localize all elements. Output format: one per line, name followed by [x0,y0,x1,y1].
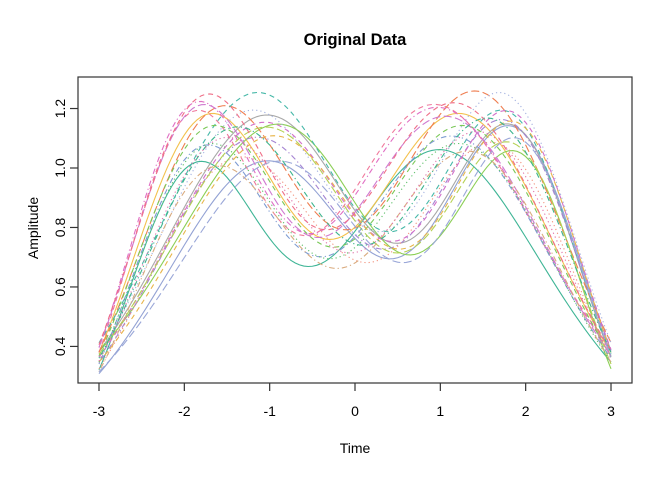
y-axis-label: Amplitude [25,197,41,259]
series-line [98,141,612,370]
series-line [98,135,612,365]
series-line [98,103,612,353]
y-tick-label: 1.2 [52,99,68,119]
x-tick-label: -3 [93,403,106,419]
x-tick-label: -2 [178,403,191,419]
series-line [98,150,612,372]
series-line [98,137,612,373]
y-tick-label: 0.4 [52,336,68,356]
series-line [98,114,612,358]
x-tick-label: 0 [351,403,359,419]
series-line [98,123,612,370]
series-line [98,103,612,356]
series-line [98,120,612,363]
series-curves [98,90,612,375]
y-tick-label: 1.0 [52,158,68,178]
series-line [98,130,612,362]
series-line [98,110,612,358]
series-line [98,126,612,365]
series-line [98,90,612,353]
x-tick-label: 1 [436,403,444,419]
plot-box [77,76,633,384]
x-tick-label: 3 [607,403,615,419]
series-line [98,119,612,364]
x-tick-label: 2 [522,403,530,419]
y-tick-label: 0.6 [52,277,68,297]
series-line [98,149,612,370]
x-tick-label: -1 [263,403,276,419]
x-axis-label: Time [340,440,371,456]
series-line [98,142,612,363]
x-axis-ticks: -3 -2 -1 0 1 2 3 [93,383,615,419]
series-line [98,91,612,355]
series-line [98,93,612,351]
series-line [98,125,612,375]
series-line [98,124,612,357]
series-line [98,112,612,353]
y-axis-ticks: 0.4 0.6 0.8 1.0 1.2 [52,99,78,356]
series-line [98,117,612,359]
plot-title: Original Data [304,31,408,49]
y-tick-label: 0.8 [52,218,68,238]
